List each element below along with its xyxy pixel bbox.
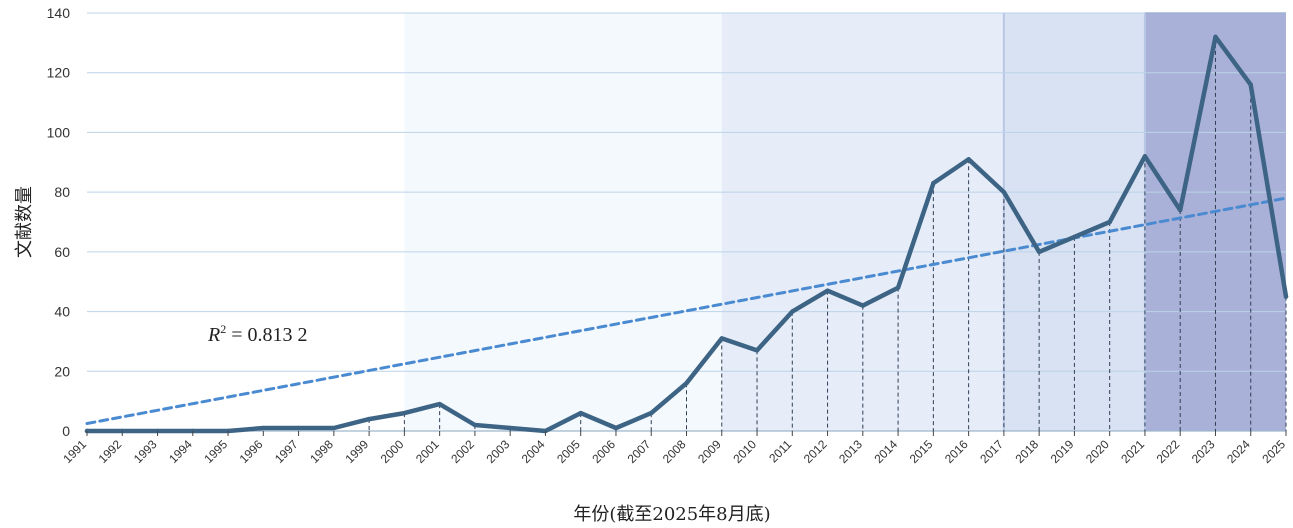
y-tick-0: 0 <box>62 423 70 439</box>
trendline-group <box>85 196 1288 426</box>
x-tick-2001: 2001 <box>413 437 442 466</box>
data-point-2011 <box>790 309 795 314</box>
data-point-1996 <box>261 425 266 431</box>
data-point-2012 <box>825 288 830 293</box>
data-point-1998 <box>331 425 337 431</box>
r-squared-annotation: R2 = 0.813 2 <box>207 322 308 346</box>
x-tick-1993: 1993 <box>131 437 160 466</box>
shaded-period-0 <box>404 13 722 431</box>
x-tick-2012: 2012 <box>801 437 830 466</box>
data-point-1999 <box>366 416 372 422</box>
x-tick-1995: 1995 <box>201 437 230 466</box>
data-point-2010 <box>754 348 760 353</box>
x-tick-2019: 2019 <box>1048 437 1077 466</box>
y-tick-80: 80 <box>54 184 70 200</box>
x-tick-2017: 2017 <box>977 437 1006 466</box>
shaded-period-2 <box>1003 13 1145 431</box>
x-tick-2018: 2018 <box>1012 437 1041 466</box>
x-tick-1999: 1999 <box>342 437 371 466</box>
x-tick-2022: 2022 <box>1154 437 1183 466</box>
y-tick-40: 40 <box>54 304 70 320</box>
x-tick-2024: 2024 <box>1224 437 1253 466</box>
data-point-2003 <box>507 425 513 431</box>
data-point-2020 <box>1107 219 1112 225</box>
data-point-2008 <box>684 381 689 386</box>
data-point-2024 <box>1248 82 1253 87</box>
x-tick-2008: 2008 <box>660 437 689 466</box>
trendline <box>85 196 1288 426</box>
series-group <box>84 34 1289 434</box>
data-point-2022 <box>1178 207 1183 213</box>
data-point-2002 <box>472 422 478 428</box>
x-tick-1994: 1994 <box>166 437 195 466</box>
x-tick-2010: 2010 <box>730 437 759 466</box>
data-point-1997 <box>296 425 301 431</box>
data-point-2014 <box>895 285 901 290</box>
x-tick-2007: 2007 <box>625 437 654 466</box>
x-tick-2014: 2014 <box>871 437 900 466</box>
x-tick-2021: 2021 <box>1118 437 1147 466</box>
x-tick-2009: 2009 <box>695 437 724 466</box>
y-tick-20: 20 <box>54 363 70 379</box>
x-tick-2020: 2020 <box>1083 437 1112 466</box>
y-tick-labels: 0 20 40 60 80 100 120 140 <box>47 5 71 439</box>
data-point-2006 <box>613 425 619 431</box>
data-point-2001 <box>437 401 442 407</box>
data-point-2021 <box>1142 154 1148 159</box>
data-point-2025 <box>1283 294 1289 299</box>
y-tick-120: 120 <box>47 65 71 81</box>
data-point-2009 <box>719 336 724 341</box>
data-point-2013 <box>860 303 866 308</box>
data-point-2018 <box>1036 249 1042 255</box>
x-tick-2004: 2004 <box>519 437 548 466</box>
shaded-period-1 <box>721 13 1004 431</box>
data-point-2017 <box>1001 189 1007 195</box>
x-tick-1998: 1998 <box>307 437 336 466</box>
y-tick-100: 100 <box>47 124 71 140</box>
x-tick-2003: 2003 <box>484 437 513 466</box>
x-tick-2000: 2000 <box>378 437 407 466</box>
x-tick-2006: 2006 <box>589 437 618 466</box>
x-tick-2002: 2002 <box>448 437 477 466</box>
data-point-2015 <box>931 180 936 186</box>
data-point-2000 <box>402 410 407 416</box>
x-tick-2016: 2016 <box>942 437 971 466</box>
r2-superscript: 2 <box>220 322 226 336</box>
data-point-2016 <box>966 157 971 162</box>
y-tick-140: 140 <box>47 5 71 21</box>
r2-value: = 0.813 2 <box>226 324 307 346</box>
data-point-2005 <box>578 410 583 416</box>
drop-lines <box>368 36 1287 431</box>
x-axis-title: 年份(截至2025年8月底) <box>573 504 770 525</box>
x-tick-2023: 2023 <box>1189 437 1218 466</box>
x-tick-2015: 2015 <box>907 437 936 466</box>
x-tick-labels: 1991 1992 1993 1994 1995 1996 1997 1998 1999 2000… <box>60 431 1288 466</box>
x-tick-1996: 1996 <box>237 437 266 466</box>
x-tick-1997: 1997 <box>272 437 301 466</box>
data-point-2007 <box>649 410 654 416</box>
y-tick-60: 60 <box>54 244 70 260</box>
x-tick-2005: 2005 <box>554 437 583 466</box>
x-tick-2025: 2025 <box>1259 437 1288 466</box>
r2-symbol: R <box>207 324 220 346</box>
y-axis-title: 文献数量 <box>14 186 35 258</box>
data-point-2019 <box>1072 234 1077 240</box>
x-tick-2011: 2011 <box>766 437 794 465</box>
x-tick-1991: 1991 <box>60 437 89 466</box>
data-point-2023 <box>1213 34 1218 40</box>
x-tick-2013: 2013 <box>836 437 865 466</box>
x-tick-1992: 1992 <box>96 437 125 466</box>
